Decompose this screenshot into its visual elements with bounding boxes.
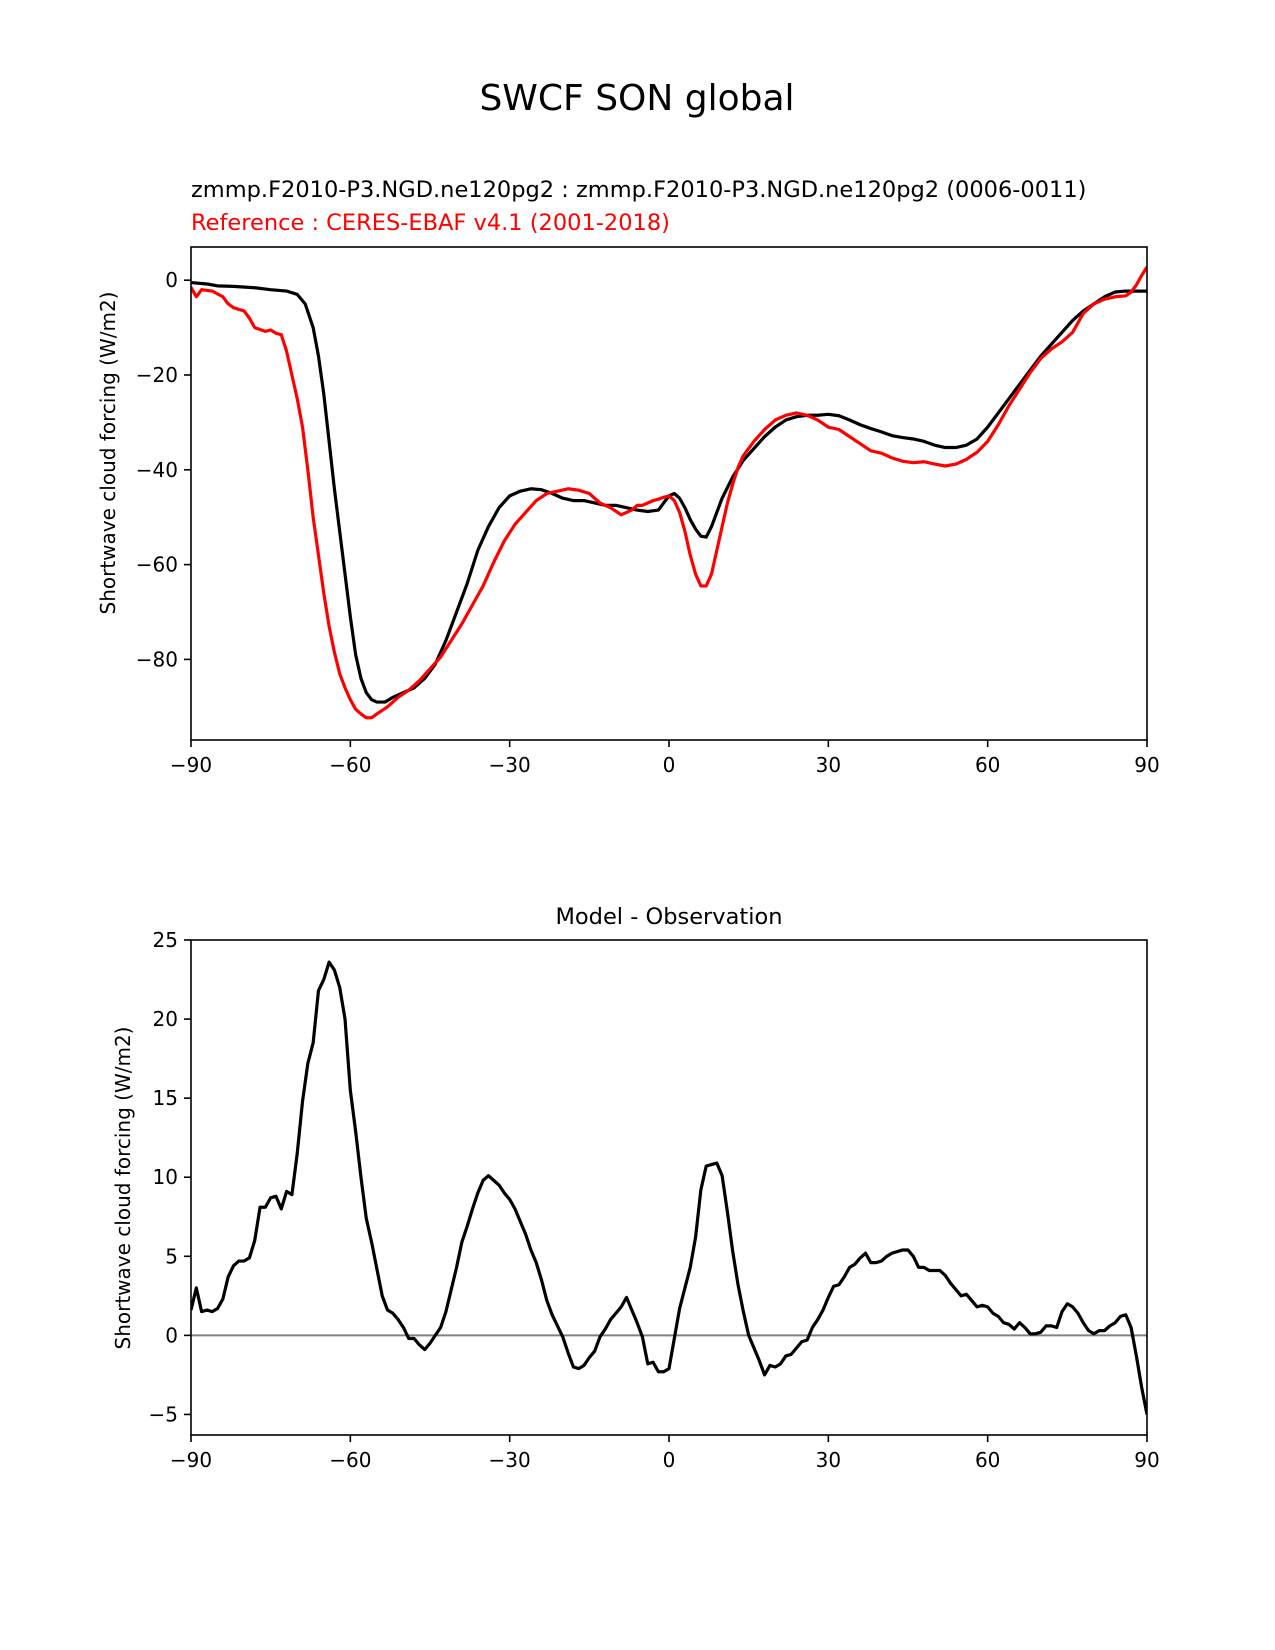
x-tick-label: −60 [329, 753, 371, 777]
y-tick-label: −40 [136, 458, 178, 482]
top-chart-reference-title: Reference : CERES-EBAF v4.1 (2001-2018) [191, 210, 670, 236]
y-tick-label: −5 [149, 1402, 178, 1426]
bottom-chart-title: Model - Observation [556, 904, 783, 930]
series-line-0 [191, 280, 1147, 704]
x-tick-label: 0 [663, 753, 676, 777]
y-tick-label: 15 [153, 1086, 178, 1110]
y-tick-label: 0 [165, 1323, 178, 1347]
y-tick-label: 10 [153, 1165, 178, 1189]
x-tick-label: 60 [975, 1448, 1000, 1472]
top-chart-plot: −90 −60 −30 0 30 60 90 0 −20 −40 −60 −80 [136, 246, 1160, 777]
y-tick-label: 5 [165, 1244, 178, 1268]
bottom-chart: Model - Observation Shortwave cloud forc… [111, 904, 1160, 1472]
x-tick-label: 0 [663, 1448, 676, 1472]
x-tick-label: −30 [489, 753, 531, 777]
x-tick-label: 90 [1134, 1448, 1159, 1472]
x-tick-label: −90 [170, 753, 212, 777]
series-line-1 [191, 266, 1147, 720]
y-tick-label: −80 [136, 647, 178, 671]
y-tick-label: 20 [153, 1007, 178, 1031]
y-tick-label: 25 [153, 928, 178, 952]
bottom-chart-plot: −90 −60 −30 0 30 60 90 25 20 15 10 5 0 −5 [149, 928, 1160, 1472]
top-chart-ylabel: Shortwave cloud forcing (W/m2) [96, 292, 120, 615]
x-tick-label: −90 [170, 1448, 212, 1472]
bottom-chart-ylabel: Shortwave cloud forcing (W/m2) [111, 1027, 135, 1350]
x-tick-label: −60 [329, 1448, 371, 1472]
top-chart: zmmp.F2010-P3.NGD.ne120pg2 : zmmp.F2010-… [96, 177, 1160, 777]
figure-suptitle: SWCF SON global [479, 78, 794, 119]
x-tick-label: 30 [816, 753, 841, 777]
top-chart-test-title: zmmp.F2010-P3.NGD.ne120pg2 : zmmp.F2010-… [191, 177, 1086, 203]
x-tick-label: 90 [1134, 753, 1159, 777]
x-tick-label: 30 [816, 1448, 841, 1472]
series-line-0 [191, 960, 1147, 1415]
x-tick-label: −30 [489, 1448, 531, 1472]
y-tick-label: −60 [136, 553, 178, 577]
x-tick-label: 60 [975, 753, 1000, 777]
y-tick-label: −20 [136, 363, 178, 387]
y-tick-label: 0 [165, 268, 178, 292]
